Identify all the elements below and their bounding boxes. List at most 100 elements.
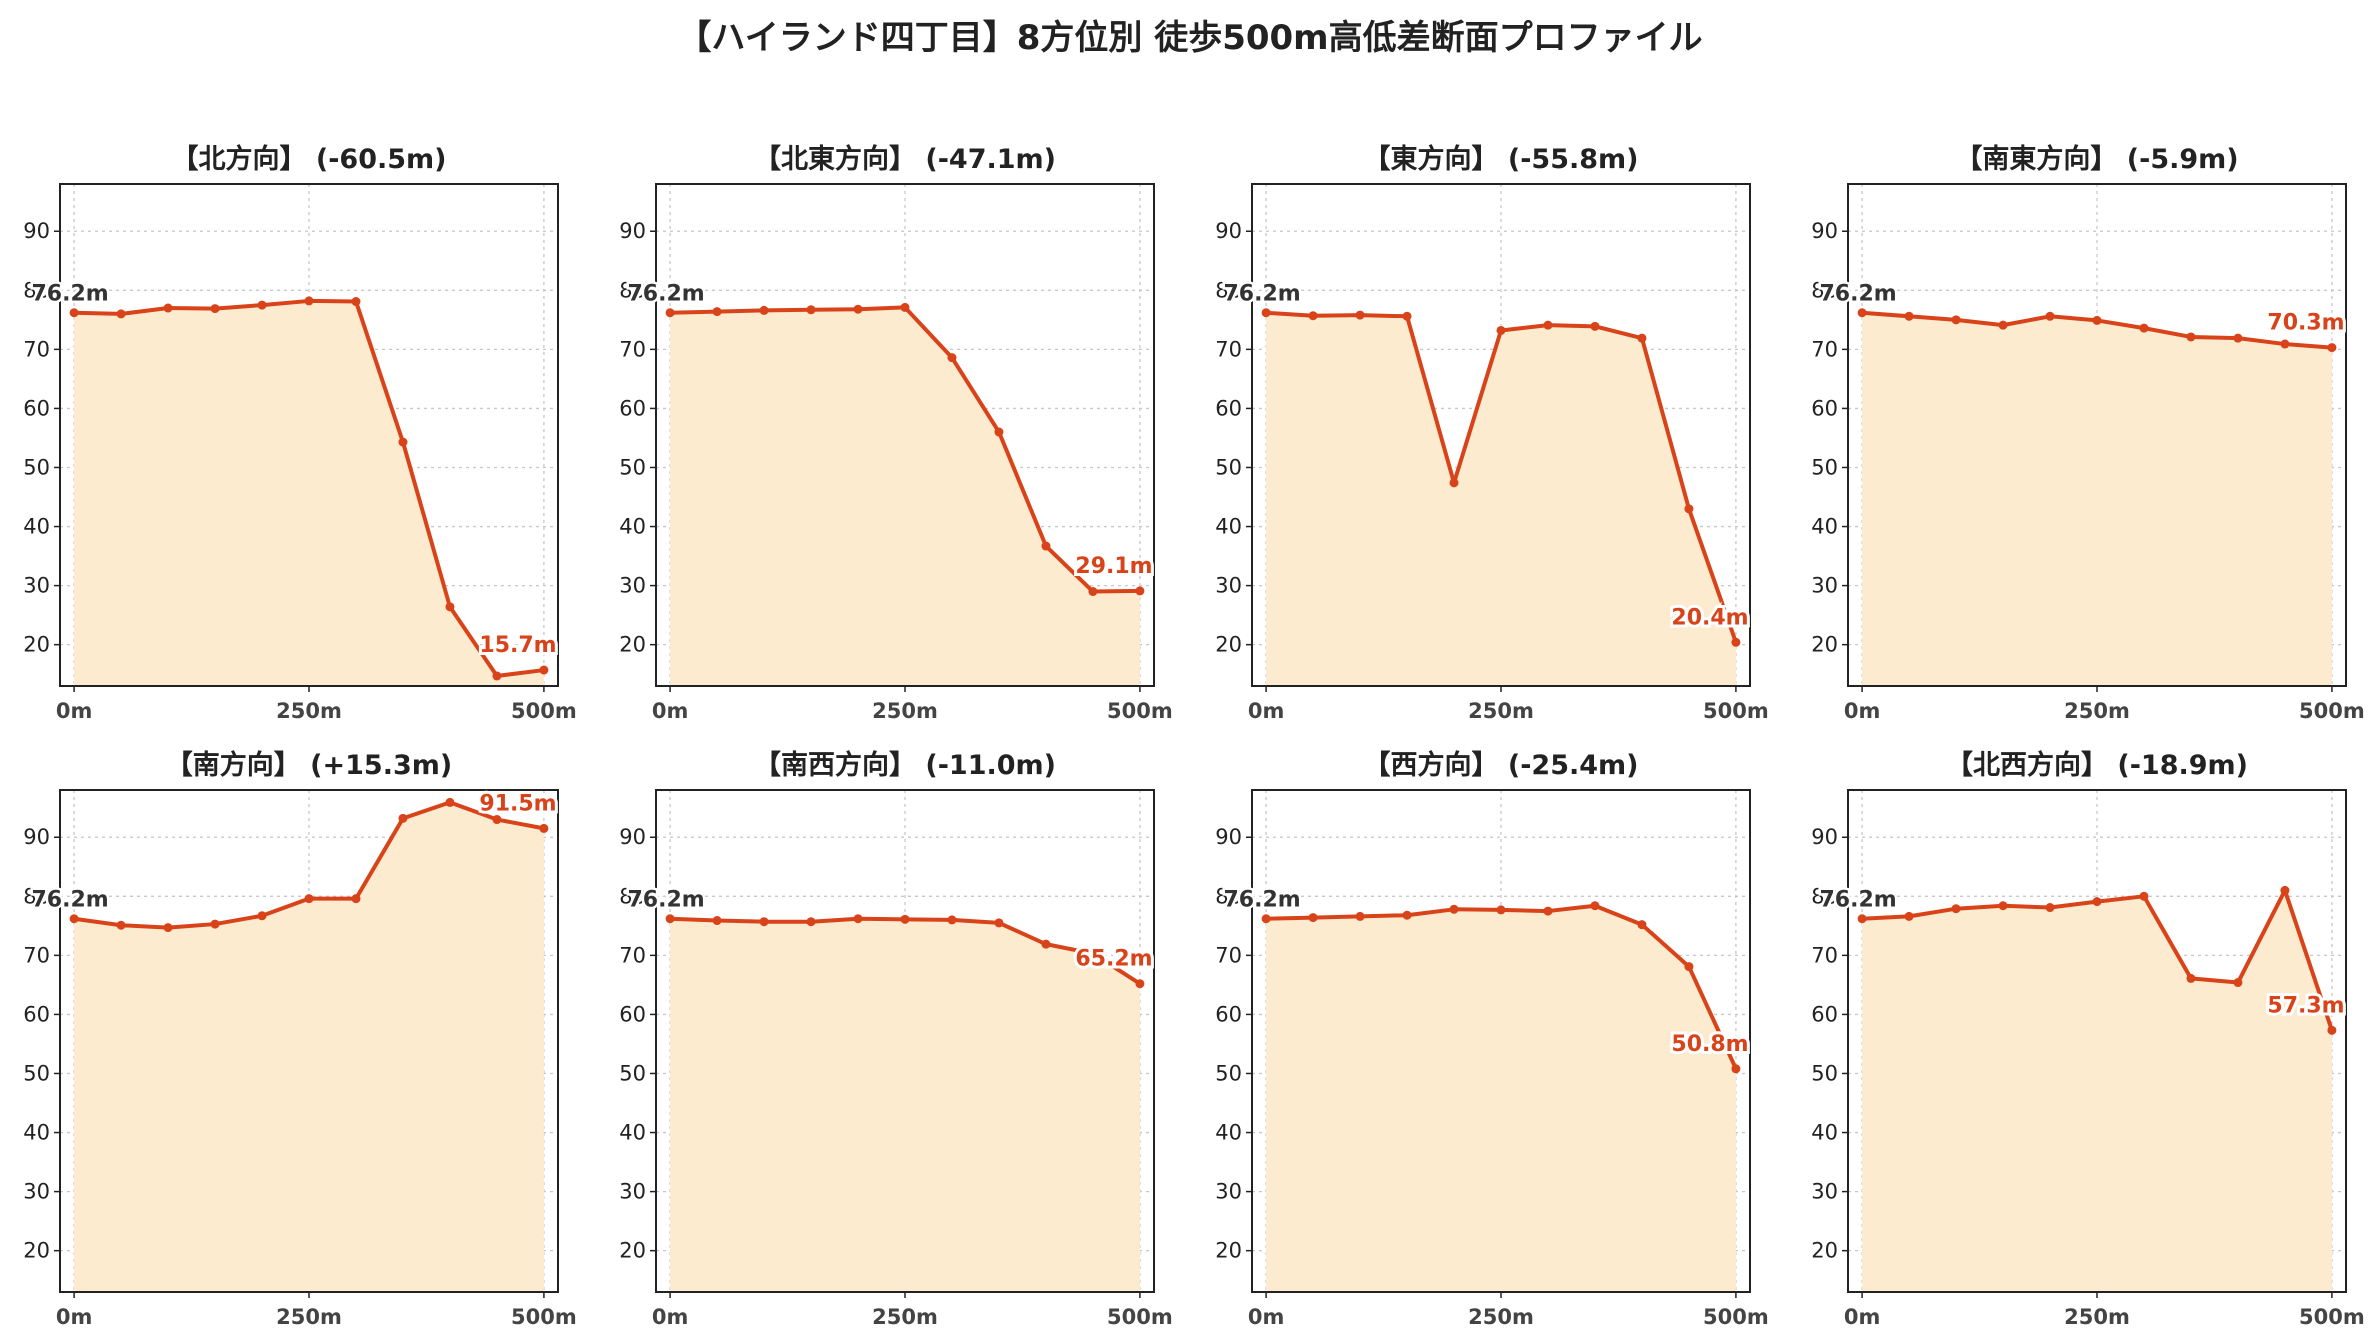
y-tick-label: 90 [619, 825, 646, 849]
y-tick-label: 90 [1811, 825, 1838, 849]
panel-title: 【南方向】 (+15.3m) [166, 749, 452, 781]
end-elevation-label: 15.7m [479, 633, 556, 658]
y-tick-label: 80 [619, 278, 646, 302]
y-tick-label: 30 [1215, 574, 1242, 598]
panel-title: 【東方向】 (-55.8m) [1363, 143, 1638, 175]
data-point [1590, 901, 1600, 911]
data-point [853, 304, 863, 314]
data-point [1637, 920, 1647, 930]
panel-2: 【東方向】 (-55.8m) 20 30 40 50 60 70 80 90 0m 250m 500m… [1215, 143, 1768, 723]
data-point [2092, 315, 2102, 325]
y-tick-label: 70 [23, 943, 50, 967]
data-point [539, 665, 549, 675]
data-point [1261, 308, 1271, 318]
x-tick-label: 0m [1248, 1305, 1285, 1329]
data-point [1684, 962, 1694, 972]
end-elevation-label: 91.5m [479, 791, 556, 816]
y-tick-label: 20 [1215, 633, 1242, 657]
x-tick-label: 250m [1468, 1305, 1534, 1329]
end-elevation-label: 65.2m [1075, 947, 1152, 972]
data-point [257, 911, 267, 921]
panel-7: 【北西方向】 (-18.9m) 20 30 40 50 60 70 80 90 0m 250m 500… [1811, 749, 2364, 1329]
y-tick-label: 60 [1215, 1002, 1242, 1026]
y-tick-label: 20 [1215, 1239, 1242, 1263]
y-tick-label: 60 [23, 1002, 50, 1026]
y-tick-label: 70 [619, 337, 646, 361]
y-tick-label: 60 [619, 1002, 646, 1026]
data-point [2092, 897, 2102, 907]
data-point [2280, 885, 2290, 895]
x-tick-label: 250m [872, 1305, 938, 1329]
data-point [2327, 1025, 2337, 1035]
panel-0: 【北方向】 (-60.5m) 20 30 40 50 60 70 80 90 0m 250m 500m… [23, 143, 576, 723]
data-point [806, 305, 816, 315]
data-point [1951, 315, 1961, 325]
data-point [1590, 321, 1600, 331]
data-point [900, 302, 910, 312]
data-point [1135, 586, 1145, 596]
y-tick-label: 30 [619, 574, 646, 598]
x-tick-label: 500m [2299, 1305, 2365, 1329]
y-tick-label: 60 [1811, 396, 1838, 420]
data-point [163, 923, 173, 933]
x-tick-label: 0m [1844, 699, 1881, 723]
x-tick-label: 0m [1248, 699, 1285, 723]
x-tick-label: 500m [1107, 699, 1173, 723]
data-point [1402, 311, 1412, 321]
x-tick-label: 0m [56, 1305, 93, 1329]
y-tick-label: 20 [619, 1239, 646, 1263]
elevation-area [670, 918, 1140, 1292]
data-point [398, 437, 408, 447]
data-point [806, 917, 816, 927]
data-point [1998, 901, 2008, 911]
panel-6: 【西方向】 (-25.4m) 20 30 40 50 60 70 80 90 0m 250m 500m… [1215, 749, 1768, 1329]
y-tick-label: 20 [23, 1239, 50, 1263]
data-point [665, 308, 675, 318]
data-point [759, 917, 769, 927]
data-point [2139, 323, 2149, 333]
y-tick-label: 60 [1811, 1002, 1838, 1026]
data-point [2045, 311, 2055, 321]
elevation-area [1862, 312, 2332, 686]
y-tick-label: 80 [1811, 884, 1838, 908]
data-point [304, 296, 314, 306]
data-point [210, 304, 220, 314]
data-point [351, 894, 361, 904]
data-point [900, 914, 910, 924]
y-tick-label: 60 [23, 396, 50, 420]
panel-title: 【北東方向】 (-47.1m) [754, 143, 1056, 175]
data-point [2280, 339, 2290, 349]
end-elevation-label: 20.4m [1671, 605, 1748, 630]
y-tick-label: 30 [1215, 1180, 1242, 1204]
y-tick-label: 50 [619, 1061, 646, 1085]
data-point [304, 894, 314, 904]
data-point [1088, 949, 1098, 959]
data-point [1543, 320, 1553, 330]
x-tick-label: 250m [872, 699, 938, 723]
data-point [1904, 311, 1914, 321]
start-elevation-label: 76.2m [1819, 282, 1896, 307]
x-tick-label: 250m [1468, 699, 1534, 723]
x-tick-label: 0m [652, 1305, 689, 1329]
elevation-area [1266, 905, 1736, 1292]
elevation-area [670, 307, 1140, 686]
x-tick-label: 0m [1844, 1305, 1881, 1329]
end-elevation-label: 50.8m [1671, 1032, 1748, 1057]
x-tick-label: 250m [2064, 1305, 2130, 1329]
start-elevation-label: 76.2m [627, 888, 704, 913]
panel-title: 【北方向】 (-60.5m) [171, 143, 446, 175]
panel-title: 【西方向】 (-25.4m) [1363, 749, 1638, 781]
data-point [1308, 913, 1318, 923]
data-point [398, 813, 408, 823]
y-tick-label: 60 [1215, 396, 1242, 420]
y-tick-label: 70 [1811, 337, 1838, 361]
y-tick-label: 80 [23, 884, 50, 908]
y-tick-label: 90 [23, 219, 50, 243]
y-tick-label: 40 [619, 1121, 646, 1145]
y-tick-label: 20 [619, 633, 646, 657]
panel-title: 【南西方向】 (-11.0m) [754, 749, 1056, 781]
data-point [2327, 343, 2337, 353]
data-point [116, 309, 126, 319]
data-point [665, 914, 675, 924]
elevation-area [1862, 890, 2332, 1292]
